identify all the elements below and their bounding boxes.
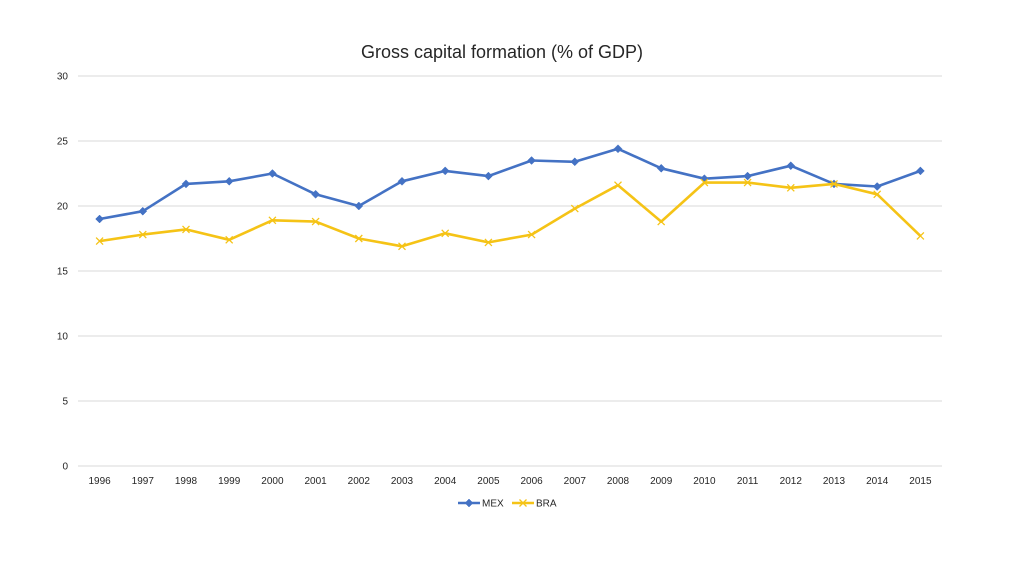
- data-point: [614, 181, 622, 190]
- x-tick-label: 2010: [693, 476, 716, 487]
- y-tick-label: 25: [57, 137, 69, 148]
- data-point: [527, 156, 536, 165]
- data-point: [570, 204, 579, 213]
- x-tick-label: 2002: [348, 476, 371, 487]
- x-tick-label: 2000: [261, 476, 284, 487]
- data-point: [484, 171, 493, 181]
- data-point: [700, 178, 709, 187]
- series-line: [99, 147, 921, 221]
- data-point: [464, 498, 474, 508]
- data-point: [440, 166, 450, 176]
- data-point: [519, 499, 527, 507]
- data-point: [872, 182, 882, 191]
- data-point: [138, 206, 148, 216]
- x-tick-label: 2007: [564, 476, 587, 487]
- series-lines: [95, 144, 925, 251]
- y-tick-label: 10: [57, 332, 69, 343]
- data-point: [484, 238, 493, 247]
- x-tick-label: 2005: [477, 476, 500, 487]
- data-point: [570, 157, 580, 167]
- x-tick-label: 2014: [866, 476, 889, 487]
- x-tick-label: 2006: [520, 476, 543, 487]
- legend: MEX BRA: [458, 499, 557, 510]
- data-point: [830, 179, 838, 188]
- data-point: [95, 214, 104, 224]
- x-tick-label: 2004: [434, 476, 457, 487]
- y-tick-label: 5: [62, 397, 68, 408]
- x-tick-label: 2008: [607, 476, 630, 487]
- y-tick-label: 15: [57, 267, 69, 278]
- data-point: [311, 189, 320, 199]
- x-tick-label: 2001: [304, 476, 327, 487]
- legend-label: MEX: [482, 499, 504, 510]
- x-axis-ticks: 1996 1997 1998 1999 2000 2001 2002 2003 2004 2005…: [88, 476, 931, 487]
- chart-title: Gross capital formation (% of GDP): [361, 42, 643, 62]
- data-point: [182, 225, 190, 234]
- series-line: [99, 181, 922, 248]
- data-point: [138, 230, 147, 239]
- x-tick-label: 2013: [823, 476, 846, 487]
- y-tick-label: 30: [57, 72, 69, 83]
- x-tick-label: 2009: [650, 476, 673, 487]
- x-tick-label: 1996: [88, 476, 111, 487]
- data-point: [786, 161, 796, 171]
- data-point: [225, 235, 234, 244]
- data-point: [613, 144, 623, 154]
- data-point: [311, 217, 320, 226]
- data-point: [397, 176, 407, 186]
- data-point: [268, 169, 277, 178]
- data-point: [657, 217, 666, 226]
- data-point: [786, 183, 795, 192]
- legend-entry-bra: BRA: [512, 499, 557, 510]
- y-tick-label: 0: [62, 462, 68, 473]
- y-tick-label: 20: [57, 202, 69, 213]
- data-point: [354, 234, 363, 243]
- series-mex: [95, 144, 925, 224]
- gridlines: [78, 75, 942, 467]
- y-axis-ticks: 0 5 10 15 20 25 30: [57, 72, 69, 473]
- data-point: [354, 201, 364, 211]
- data-point: [916, 231, 925, 240]
- x-tick-label: 1997: [132, 476, 155, 487]
- x-tick-label: 1999: [218, 476, 241, 487]
- legend-label: BRA: [536, 499, 557, 510]
- data-point: [873, 190, 882, 199]
- data-point: [398, 242, 406, 251]
- legend-entry-mex: MEX: [458, 499, 504, 510]
- x-tick-label: 2011: [737, 476, 759, 487]
- data-point: [268, 216, 277, 225]
- data-point: [743, 178, 752, 187]
- data-point: [441, 229, 450, 238]
- x-tick-label: 2015: [909, 476, 932, 487]
- data-point: [656, 163, 666, 173]
- x-tick-label: 2003: [391, 476, 414, 487]
- data-point: [181, 179, 191, 189]
- x-tick-label: 2012: [780, 476, 803, 487]
- data-point: [527, 230, 536, 239]
- data-point: [916, 166, 925, 176]
- data-point: [95, 237, 104, 246]
- data-point: [743, 171, 752, 181]
- series-bra: [95, 178, 925, 251]
- data-point: [224, 176, 234, 186]
- x-tick-label: 1998: [175, 476, 198, 487]
